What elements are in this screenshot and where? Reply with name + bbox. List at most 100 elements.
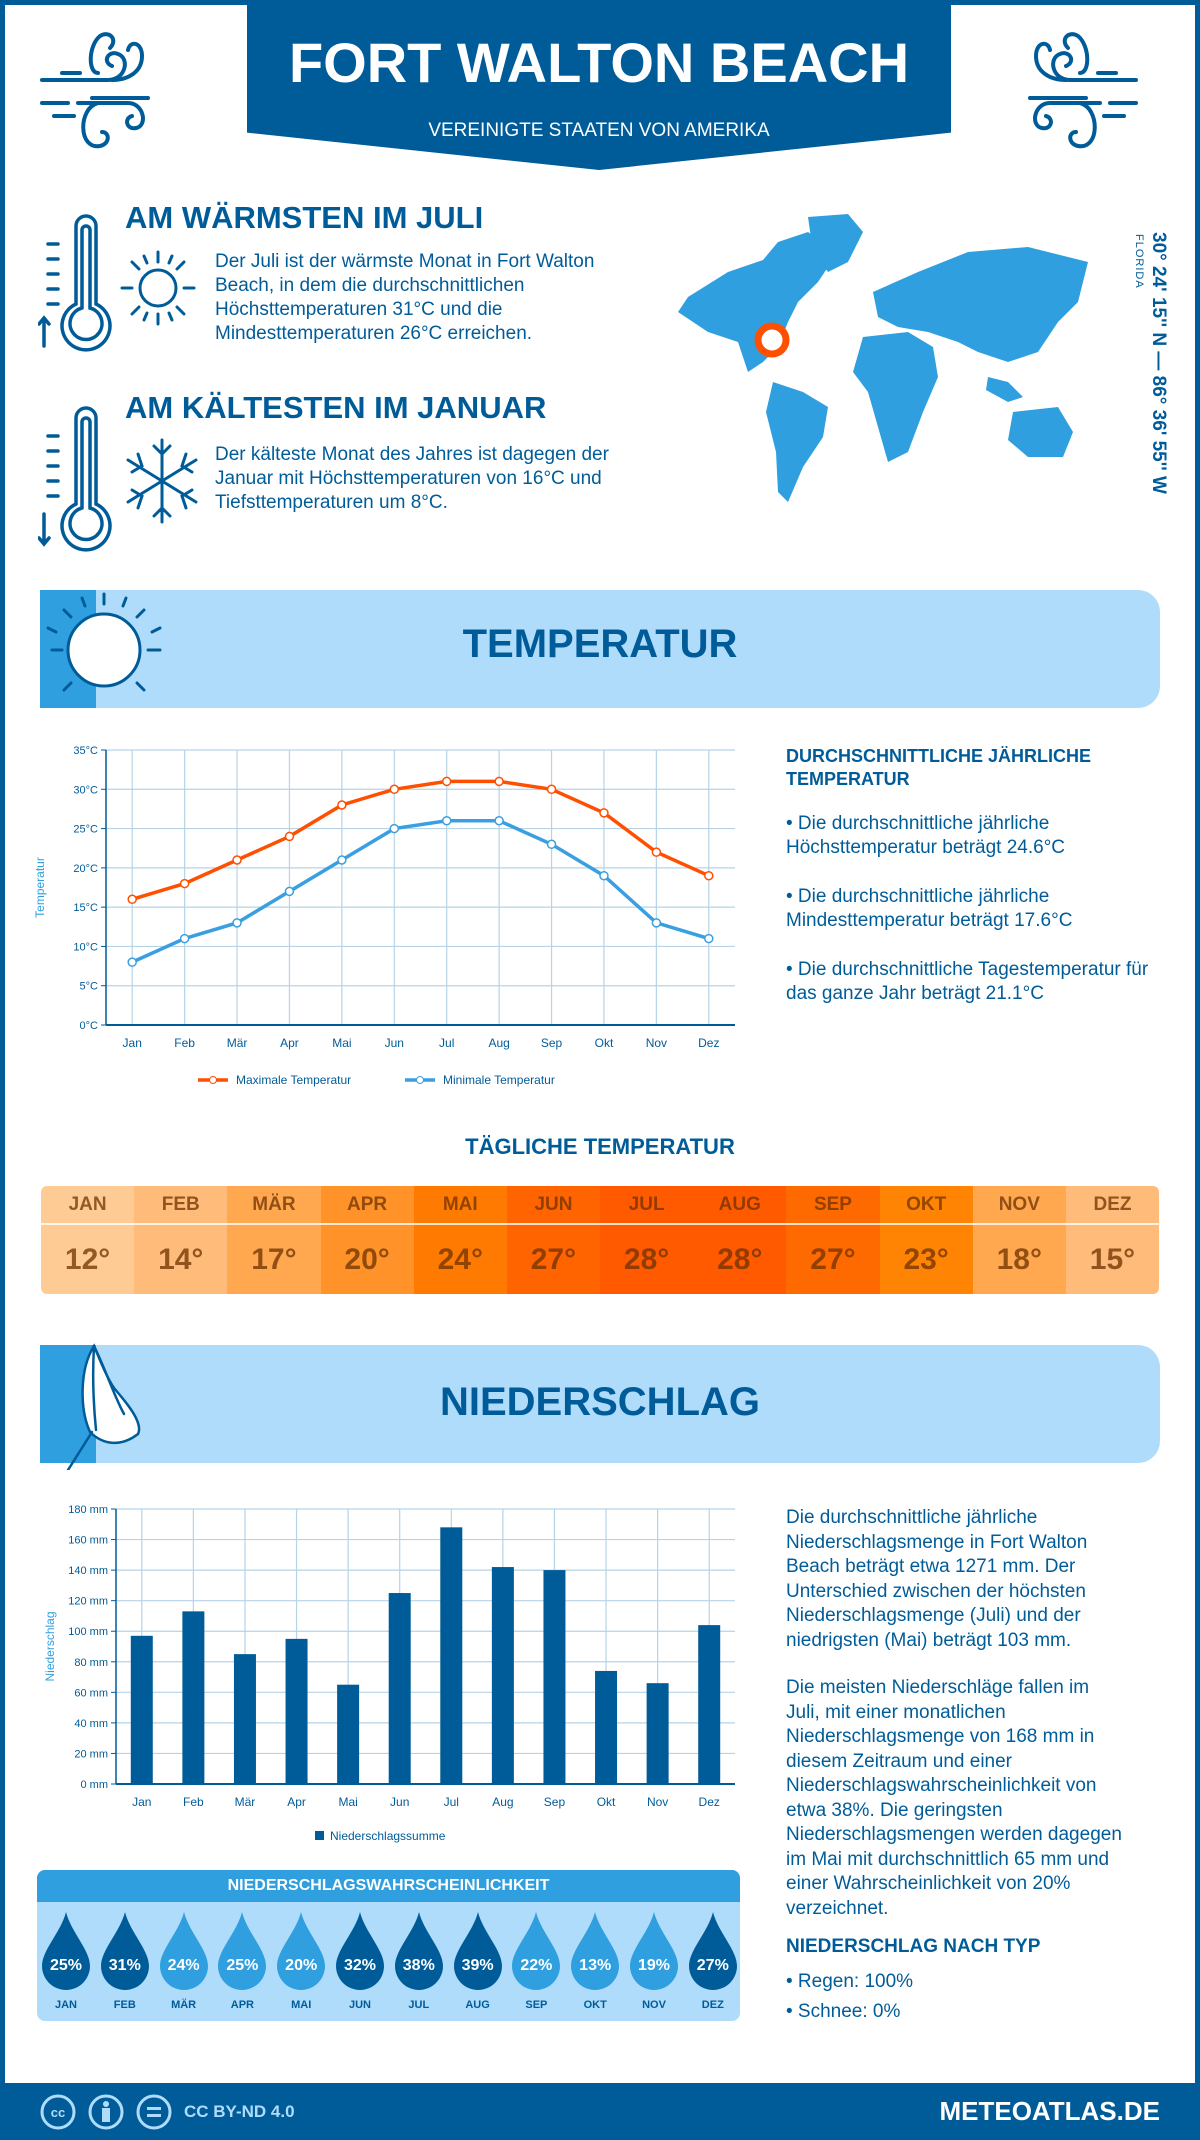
probability-drop: 27% DEZ — [687, 1912, 739, 2020]
raindrop-icon — [571, 1912, 620, 1990]
raindrop-icon — [218, 1912, 267, 1990]
y-tick-label: 40 mm — [74, 1718, 108, 1730]
precipitation-chart: 0 mm 20 mm 40 mm 60 mm 80 mm 100 mm 120 mm 140 … — [43, 1504, 735, 1843]
data-point — [651, 918, 662, 928]
legend-marker — [209, 1076, 217, 1084]
world-map — [678, 214, 1088, 502]
license-label[interactable]: CC BY-ND 4.0 — [184, 2102, 295, 2121]
precipitation-probability-panel: NIEDERSCHLAGSWAHRSCHEINLICHKEIT 25% JAN … — [37, 1870, 740, 2021]
daily-month-label: DEZ — [1065, 1186, 1159, 1225]
y-axis-title: Temperatur — [33, 857, 47, 918]
precipitation-bar — [337, 1684, 360, 1784]
y-tick-label: 180 mm — [68, 1504, 108, 1516]
probability-month: APR — [230, 1999, 254, 2011]
x-tick-label: Jul — [444, 1795, 459, 1809]
daily-temperature-column: FEB 14° — [134, 1186, 228, 1294]
daily-temperature-value: 18° — [996, 1242, 1042, 1276]
probability-value: 24% — [167, 1957, 200, 1974]
x-tick-label: Jun — [385, 1036, 404, 1050]
y-tick-label: 80 mm — [74, 1657, 108, 1669]
data-point — [546, 784, 557, 795]
daily-temperature-value: 23° — [903, 1242, 949, 1276]
warmest-text: Der Juli ist der wärmste Monat in Fort W… — [215, 251, 595, 344]
daily-month-label: JUL — [600, 1186, 694, 1225]
probability-month: DEZ — [701, 1999, 724, 2011]
snowflake-icon — [126, 438, 198, 524]
y-tick-label: 120 mm — [68, 1596, 108, 1608]
attribution-icon[interactable] — [88, 2094, 124, 2130]
data-point — [337, 855, 347, 865]
data-point — [704, 870, 714, 881]
no-derivatives-icon[interactable] — [136, 2094, 172, 2130]
probability-month: JUL — [408, 1999, 430, 2011]
x-tick-label: Okt — [597, 1795, 616, 1809]
y-tick-label: 20 mm — [74, 1748, 108, 1760]
daily-temperature-value: 28° — [717, 1242, 763, 1276]
probability-value: 25% — [226, 1957, 259, 1974]
data-point — [284, 886, 295, 897]
daily-month-label: NOV — [972, 1186, 1066, 1225]
precipitation-section-title: NIEDERSCHLAG — [439, 1380, 761, 1424]
coldest-heading: AM KÄLTESTEN IM JANUAR — [125, 390, 547, 425]
probability-value: 25% — [49, 1957, 83, 1974]
precipitation-bar — [388, 1593, 411, 1784]
legend-marker — [416, 1076, 424, 1084]
x-tick-label: Apr — [280, 1036, 299, 1050]
probability-value: 38% — [402, 1957, 435, 1974]
daily-temperature-column: JUN 27° — [506, 1186, 601, 1294]
precipitation-probability-title: NIEDERSCHLAGSWAHRSCHEINLICHKEIT — [37, 1870, 740, 1902]
legend-label: Niederschlagssumme — [330, 1829, 446, 1843]
probability-value: 27% — [696, 1957, 729, 1974]
x-tick-label: Dez — [698, 1036, 719, 1050]
min-temperature-line — [131, 818, 710, 964]
probability-drop: 25% APR — [216, 1912, 268, 2020]
precipitation-bar — [646, 1683, 669, 1784]
y-tick-label: 60 mm — [74, 1687, 108, 1699]
probability-month: FEB — [113, 1999, 136, 2011]
x-tick-label: Feb — [174, 1036, 195, 1050]
footer — [0, 2083, 1200, 2140]
cc-icon[interactable]: cc — [40, 2094, 76, 2130]
precipitation-section-banner — [40, 1345, 1160, 1463]
data-point — [651, 847, 662, 857]
y-axis-title: Niederschlag — [43, 1611, 57, 1681]
raindrop-icon — [688, 1912, 737, 1990]
y-tick-label: 5°C — [80, 981, 99, 993]
warmest-heading: AM WÄRMSTEN IM JULI — [125, 200, 484, 235]
y-tick-label: 35°C — [73, 745, 98, 757]
daily-temperature-value: 27° — [810, 1242, 856, 1276]
precipitation-bar — [233, 1654, 256, 1784]
precipitation-bar — [698, 1625, 721, 1784]
x-tick-label: Sep — [544, 1795, 566, 1809]
x-tick-label: Mai — [332, 1036, 351, 1050]
probability-month: JUN — [348, 1999, 371, 2011]
temperature-section-title: TEMPERATUR — [462, 622, 738, 666]
x-tick-label: Aug — [488, 1036, 509, 1050]
y-tick-label: 15°C — [73, 902, 98, 914]
probability-month: AUG — [465, 1999, 490, 2011]
precipitation-bar — [595, 1670, 618, 1784]
data-point — [599, 808, 609, 818]
raindrop-icon — [453, 1912, 502, 1990]
probability-drop: 38% JUL — [393, 1912, 445, 2020]
site-link[interactable]: METEOATLAS.DE — [939, 2096, 1160, 2126]
daily-temperature-value: 15° — [1089, 1242, 1136, 1276]
daily-temperature-column: MÄR 17° — [227, 1186, 321, 1294]
x-tick-label: Jun — [390, 1795, 409, 1809]
precipitation-type-snow: • Schnee: 0% — [786, 2001, 901, 2022]
daily-month-label: SEP — [786, 1186, 880, 1225]
daily-temperature-column: JUL 28° — [600, 1186, 694, 1294]
probability-value: 13% — [579, 1957, 612, 1974]
precipitation-bar — [440, 1527, 463, 1784]
daily-temperature-value: 12° — [64, 1242, 111, 1276]
legend-label: Minimale Temperatur — [443, 1073, 555, 1087]
legend-swatch — [315, 1831, 324, 1840]
raindrop-icon — [42, 1912, 90, 1990]
y-tick-label: 30°C — [73, 784, 98, 796]
precipitation-type-heading: NIEDERSCHLAG NACH TYP — [786, 1936, 1041, 1957]
y-tick-label: 0 mm — [81, 1779, 109, 1791]
precipitation-bar — [182, 1611, 205, 1784]
daily-month-label: JUN — [506, 1186, 601, 1225]
precipitation-bar — [130, 1635, 153, 1784]
daily-month-label: MAI — [413, 1186, 507, 1225]
